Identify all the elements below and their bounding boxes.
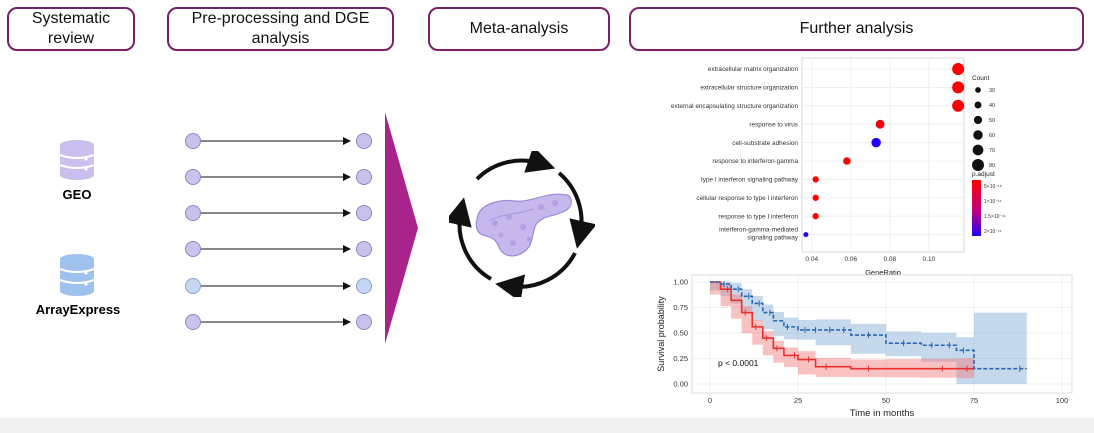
arrayexpress-database-icon [59, 254, 95, 296]
arrayexpress-label: ArrayExpress [35, 302, 121, 317]
count-legend-label: 80 [989, 163, 995, 169]
count-legend-label: 30 [989, 88, 995, 94]
km-x-tick: 0 [708, 396, 712, 405]
stage-label: Pre-processing and DGE analysis [191, 10, 370, 47]
padj-legend-label: 5×10⁻¹⁸ [984, 184, 1002, 190]
dot-plot-x-tick: 0.04 [805, 256, 818, 263]
dot-plot-term-labels: extracellular matrix organization extrace… [671, 66, 799, 241]
km-x-tick: 100 [1056, 396, 1069, 405]
padj-colorbar [972, 180, 981, 236]
dot-plot-point [952, 81, 965, 94]
dot-plot-points [803, 63, 965, 238]
km-y-tick: 1.00 [673, 278, 688, 287]
count-legend-label: 60 [989, 133, 995, 139]
meta-analysis-cycle-icon [449, 151, 595, 297]
dot-plot-xlabel: GeneRatio [865, 268, 901, 277]
padj-legend-label: 2×10⁻¹¹ [984, 229, 1002, 235]
dot-plot-term-label: response to virus [749, 121, 798, 128]
connection-row [185, 278, 372, 294]
km-censor-marks [723, 281, 1021, 372]
dot-plot-term-label: extracellular structure organization [700, 85, 798, 92]
dot-plot-term-label: external encapsulating structure organiz… [671, 103, 799, 110]
dot-plot-term-label: response to interferon-gamma [712, 158, 798, 165]
dot-plot-term-label: extracellular matrix organization [708, 66, 799, 73]
km-pvalue: p < 0.0001 [718, 358, 759, 368]
km-survival-curves [710, 281, 1027, 370]
km-curve-high-risk [710, 281, 974, 370]
go-enrichment-dot-plot: extracellular matrix organization extrace… [671, 57, 1006, 277]
count-legend-dot [972, 144, 984, 156]
dot-plot-term-label: response to type I interferon [718, 213, 798, 220]
km-ylabel: Survival probability [656, 296, 666, 372]
connection-row [185, 241, 372, 257]
km-y-ticks: 1.00 0.75 0.50 0.25 0.00 [673, 278, 688, 389]
dot-plot-term-label: cellular response to type I interferon [696, 195, 798, 202]
km-band-high-risk [710, 282, 974, 379]
dot-plot-point [803, 232, 809, 238]
count-legend-dot [973, 130, 983, 140]
count-legend-dot [972, 159, 984, 171]
dot-plot-point [875, 119, 885, 129]
stage-systematic-review: Systematic review [7, 7, 135, 51]
connection-row [185, 169, 372, 185]
count-legend-label: 70 [989, 148, 995, 154]
dot-plot-point [843, 157, 851, 165]
padj-legend-label: 1×10⁻¹¹ [984, 199, 1002, 205]
km-xlabel: Time in months [850, 408, 915, 419]
dot-plot-point [952, 63, 965, 75]
dot-plot-point [952, 99, 965, 112]
dot-plot-term-label: type I interferon signaling pathway [701, 177, 799, 184]
count-legend-label: 40 [989, 103, 995, 109]
flow-arrow-icon [385, 112, 418, 344]
dot-plot-point [812, 176, 819, 183]
count-legend-dot [975, 87, 981, 93]
count-legend-dot [974, 101, 982, 109]
footer-band [0, 418, 1094, 433]
km-y-tick: 0.50 [673, 329, 688, 338]
geo-database-icon [59, 140, 95, 180]
dot-plot-grid [802, 58, 964, 252]
km-y-tick: 0.00 [673, 380, 688, 389]
count-legend-dot [973, 115, 983, 125]
dot-plot-x-tick: 0.08 [884, 256, 897, 263]
padj-legend-label: 1.5×10⁻¹¹ [984, 214, 1006, 220]
km-x-ticks: 0 25 50 75 100 [708, 396, 1068, 405]
stage-meta-analysis: Meta-analysis [428, 7, 610, 51]
kaplan-meier-plot: 1.00 0.75 0.50 0.25 0.00 0 25 50 75 100 p < 0.00… [656, 274, 1073, 419]
dge-connections [185, 133, 372, 330]
stage-label: Systematic review [31, 10, 111, 47]
connection-row [185, 205, 372, 221]
connection-row [185, 133, 372, 149]
padj-legend: p.adjust 5×10⁻¹⁸ 1×10⁻¹¹ 1.5×10⁻¹¹ 2×10⁻¹¹ [972, 171, 1006, 236]
dot-plot-point [812, 213, 819, 220]
pancreas-icon [475, 193, 572, 257]
dot-plot-x-tick: 0.10 [923, 256, 936, 263]
stage-preprocessing: Pre-processing and DGE analysis [167, 7, 394, 51]
dot-plot-x-ticks: 0.04 0.06 0.08 0.10 [805, 256, 935, 263]
dot-plot-x-tick: 0.06 [844, 256, 857, 263]
connection-row [185, 314, 372, 330]
km-y-tick: 0.25 [673, 354, 688, 363]
stage-further-analysis: Further analysis [629, 7, 1084, 51]
count-legend-title: Count [972, 75, 990, 82]
dot-plot-term-label: cell-substrate adhesion [732, 140, 798, 147]
km-x-tick: 25 [794, 396, 802, 405]
km-y-tick: 0.75 [673, 303, 688, 312]
stage-label: Meta-analysis [469, 20, 569, 37]
geo-label: GEO [62, 187, 92, 202]
dot-plot-term-label: signaling pathway [747, 235, 799, 242]
dot-plot-term-label: interferon-gamma-mediated [719, 227, 798, 234]
count-legend: Count 30 40 50 60 70 80 [972, 75, 995, 171]
stage-label: Further analysis [799, 20, 914, 37]
km-x-tick: 75 [970, 396, 978, 405]
dot-plot-point [871, 137, 881, 148]
dot-plot-point [812, 194, 819, 201]
km-grid [692, 275, 1072, 393]
km-x-tick: 50 [882, 396, 890, 405]
padj-legend-title: p.adjust [972, 171, 995, 178]
count-legend-label: 50 [989, 118, 995, 124]
